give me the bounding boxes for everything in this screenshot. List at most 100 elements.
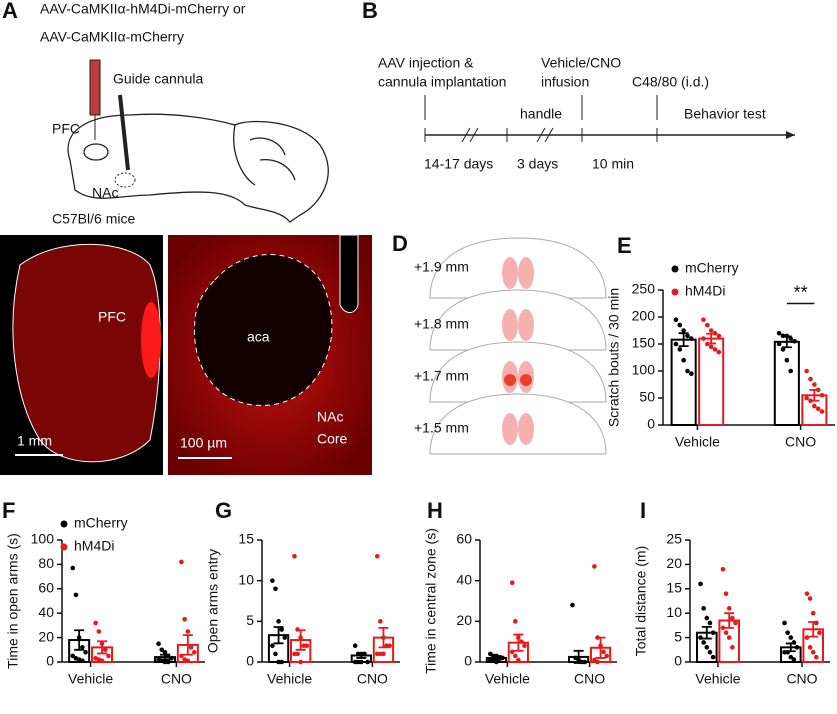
data-point	[673, 341, 679, 347]
panel-letter: G	[215, 498, 232, 523]
interval-label: 10 min	[592, 156, 634, 172]
nac-target	[518, 413, 534, 445]
x-tick-label: Vehicle	[675, 434, 720, 450]
data-point	[595, 635, 600, 640]
data-point	[819, 393, 825, 398]
x-tick-label: CNO	[574, 671, 605, 687]
data-point	[378, 619, 383, 624]
data-point	[381, 635, 386, 640]
data-point	[70, 565, 76, 571]
significance-label: **	[794, 282, 808, 302]
data-point	[516, 657, 521, 663]
data-point	[80, 658, 85, 664]
panel-letter: A	[2, 0, 18, 23]
data-point	[720, 566, 726, 572]
interval-label: 3 days	[517, 156, 558, 172]
data-point	[710, 654, 716, 660]
cannula-track	[339, 234, 359, 313]
data-point	[726, 606, 732, 611]
y-tick-label: 20	[666, 555, 682, 571]
panel-a: A AAV-CaMKIIα-hM4Di-mCherry or AAV-CaMKI…	[2, 0, 329, 227]
data-point	[519, 639, 524, 644]
data-point	[96, 629, 102, 634]
brain-section	[429, 393, 607, 455]
y-axis-label: Time in open arms (s)	[5, 533, 21, 669]
scale-label: 1 mm	[17, 433, 52, 449]
data-point	[819, 409, 825, 414]
y-axis-label: Scratch bouts / 30 min	[606, 288, 622, 427]
aca-label: aca	[247, 329, 270, 345]
data-point	[726, 635, 732, 640]
pfc-section	[12, 243, 161, 463]
data-point	[812, 382, 817, 387]
y-tick-label: 15	[666, 580, 682, 596]
data-point	[716, 349, 722, 355]
data-point	[276, 619, 281, 624]
data-point	[704, 615, 710, 621]
x-tick-label: Vehicle	[267, 671, 312, 687]
data-point	[677, 322, 683, 328]
error-bar	[724, 612, 735, 629]
data-point	[730, 645, 735, 650]
data-point	[570, 602, 575, 608]
data-point	[162, 649, 168, 655]
y-tick-label: 20	[456, 612, 472, 628]
nac-region	[114, 172, 136, 188]
data-point	[723, 630, 729, 636]
data-point	[792, 339, 797, 344]
error-bar	[74, 629, 85, 651]
data-point	[83, 649, 88, 655]
y-tick-label: 10	[238, 571, 254, 587]
data-point	[99, 641, 105, 646]
cannula	[118, 94, 130, 171]
data-point	[99, 658, 105, 664]
nac-target	[502, 309, 518, 341]
data-point	[102, 647, 108, 653]
brain-outline	[67, 113, 329, 223]
error-bar	[678, 332, 689, 348]
y-tick-label: 0	[647, 416, 655, 432]
data-point	[782, 620, 787, 626]
data-point	[185, 658, 191, 664]
legend-label: hM4Di	[74, 538, 114, 554]
data-point	[162, 659, 168, 665]
data-point	[708, 344, 714, 350]
mice-label: C57Bl/6 mice	[52, 211, 135, 227]
data-point	[522, 643, 527, 649]
data-point	[509, 580, 515, 585]
injection-site	[141, 302, 161, 378]
level-label: +1.9 mm	[414, 259, 469, 275]
data-point	[788, 654, 794, 660]
data-point	[165, 653, 171, 659]
data-point	[785, 649, 790, 655]
x-tick-label: Vehicle	[68, 671, 113, 687]
data-point	[776, 341, 782, 347]
data-point	[814, 620, 819, 626]
error-bar	[182, 634, 193, 656]
nac-label: Core	[317, 431, 348, 447]
data-point	[807, 596, 813, 601]
data-point	[794, 645, 800, 650]
y-axis-label: Time in central zone (s)	[423, 528, 439, 674]
data-point	[705, 322, 710, 328]
data-point	[681, 328, 686, 333]
data-point	[804, 635, 810, 640]
x-tick-label: CNO	[786, 671, 817, 687]
x-tick-label: CNO	[161, 671, 192, 687]
data-point	[295, 627, 300, 632]
data-point	[273, 586, 278, 592]
nac-target	[518, 309, 534, 341]
data-point	[494, 659, 499, 665]
panel-c: C PFC 1 mm aca NAc Core 100 µm	[0, 231, 372, 475]
infusion-site	[520, 374, 532, 386]
data-point	[807, 645, 813, 650]
panel-letter: B	[362, 0, 378, 23]
data-point	[788, 635, 794, 640]
data-point	[169, 656, 174, 661]
y-tick-label: 250	[632, 281, 656, 297]
nac-target	[518, 257, 534, 289]
data-point	[304, 643, 310, 649]
data-point	[182, 617, 187, 622]
data-point	[516, 635, 521, 640]
data-point	[723, 591, 729, 596]
